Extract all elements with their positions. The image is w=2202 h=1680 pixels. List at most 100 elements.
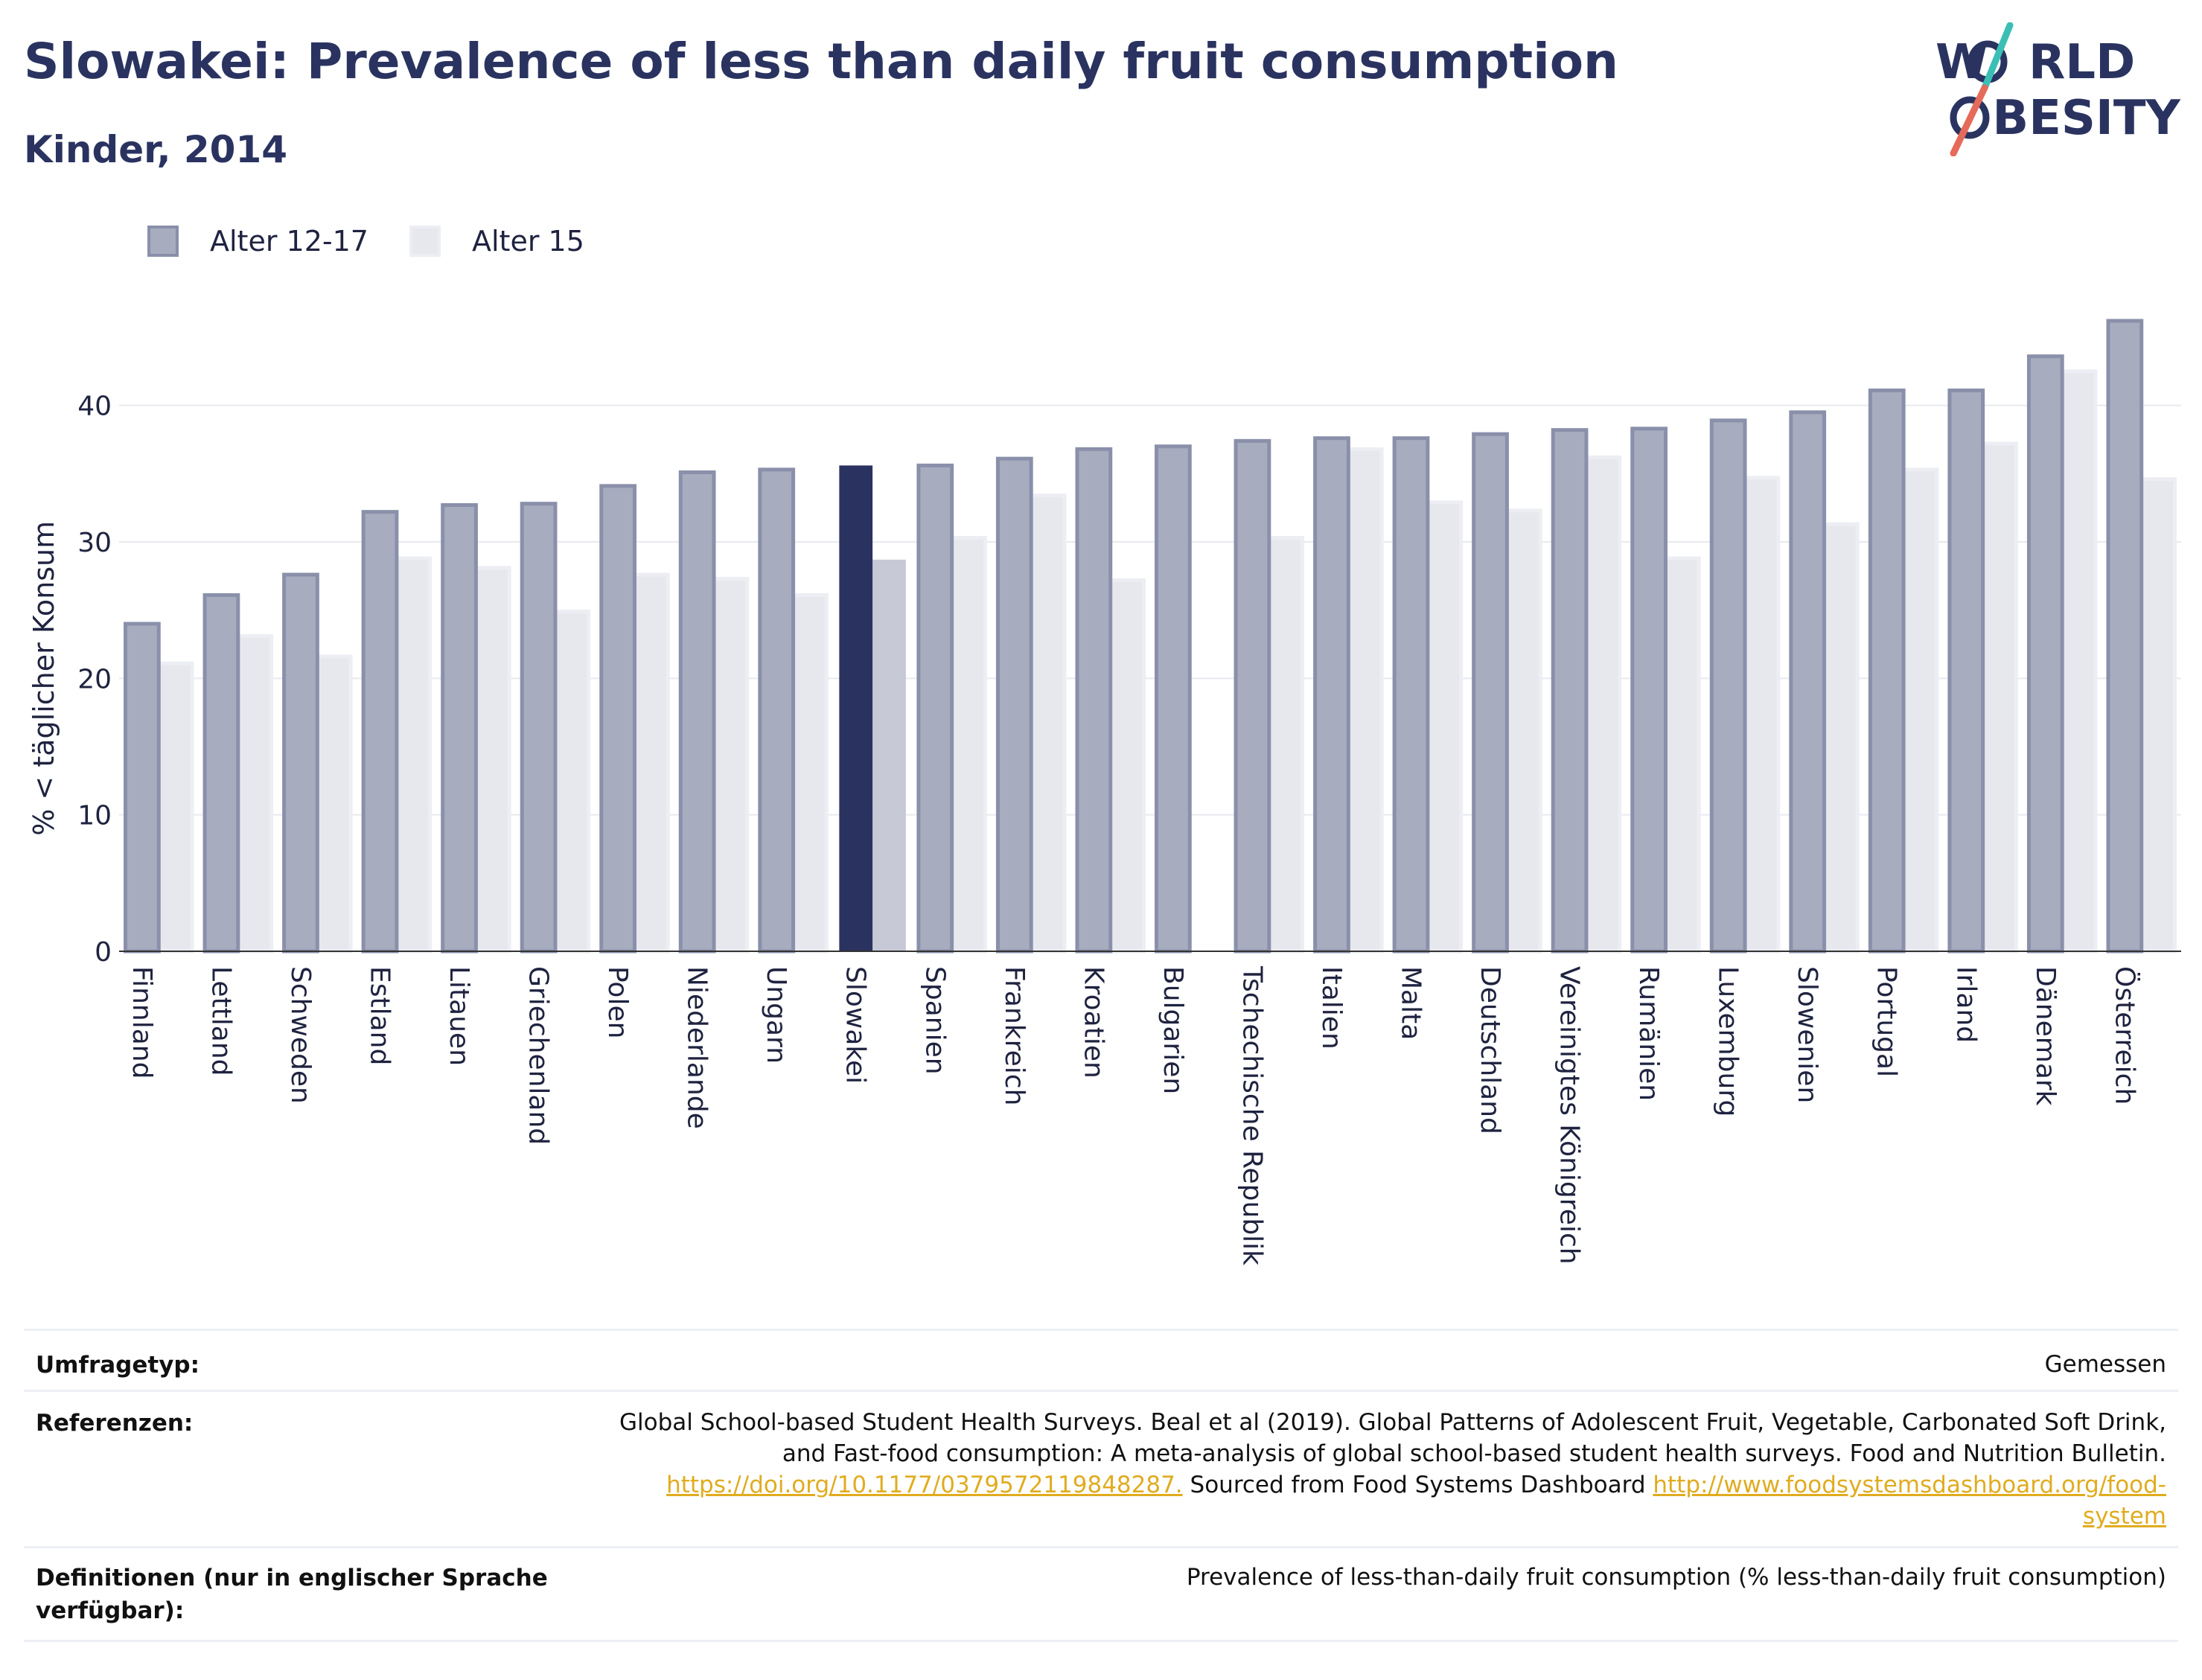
bar-alter-12-17 — [995, 456, 1033, 954]
meta-value-references: Global School-based Student Health Surve… — [619, 1407, 2166, 1532]
meta-key-line: verfügbar): — [36, 1597, 185, 1624]
bar-alter-15 — [633, 572, 670, 954]
x-tick-label: Griechenland — [523, 966, 554, 1145]
bar-alter-12-17 — [599, 484, 636, 954]
bar-alter-12-17 — [1392, 436, 1430, 954]
food-systems-link-continued[interactable]: system — [2082, 1503, 2166, 1530]
bar-alter-12-17 — [282, 572, 319, 954]
logo-text-world: WORLD — [1935, 35, 2135, 90]
reference-line: system — [619, 1501, 2166, 1532]
bar-alter-12-17 — [678, 470, 716, 954]
meta-row-definitions: Definitionen (nur in englischer Sprache … — [24, 1546, 2178, 1640]
x-tick-label: Malta — [1396, 966, 1426, 1040]
x-tick-label: Schweden — [285, 966, 316, 1104]
y-axis-label: % < täglicher Konsum — [28, 521, 60, 836]
legend-swatch-alter-12-17 — [147, 226, 179, 257]
bar-alter-12-17 — [758, 467, 796, 954]
chart-title: Slowakei: Prevalence of less than daily … — [24, 33, 1619, 90]
bar-alter-12-17 — [2026, 354, 2064, 954]
reference-line: and Fast-food consumption: A meta-analys… — [782, 1440, 2166, 1467]
bar-alter-12-17 — [916, 463, 954, 954]
bar-alter-15 — [872, 559, 906, 951]
x-tick-label: Slowakei — [840, 966, 871, 1084]
legend-item-alter-12-17[interactable]: Alter 12-17 — [147, 220, 368, 262]
bar-alter-15 — [1664, 556, 1701, 954]
bar-alter-15 — [395, 556, 433, 954]
y-tick-label: 30 — [77, 528, 112, 558]
meta-value: Gemessen — [2044, 1351, 2166, 1378]
x-tick-label: Deutschland — [1475, 966, 1505, 1134]
legend-item-alter-15[interactable]: Alter 15 — [409, 220, 584, 262]
bar-alter-12-17 — [1313, 436, 1350, 954]
bar-alter-15 — [236, 634, 274, 954]
bar-alter-15 — [1108, 578, 1146, 954]
reference-line: https://doi.org/10.1177/0379572119848287… — [619, 1469, 2166, 1501]
bar-alter-12-17 — [2106, 319, 2144, 954]
bar-alter-15 — [1822, 522, 1860, 954]
bar-alter-12-17 — [1789, 410, 1827, 954]
bar-alter-15 — [1981, 441, 2018, 954]
bar-alter-15 — [2060, 369, 2098, 954]
x-tick-label: Spanien — [919, 966, 950, 1075]
doi-link[interactable]: https://doi.org/10.1177/0379572119848287… — [666, 1472, 1183, 1498]
bar-alter-12-17 — [1709, 418, 1747, 954]
bar-alter-15 — [1743, 476, 1781, 954]
x-tick-label: Luxemburg — [1713, 966, 1743, 1117]
food-systems-link[interactable]: http://www.foodsystemsdashboard.org/food… — [1653, 1472, 2166, 1498]
y-tick-label: 10 — [77, 801, 112, 831]
legend-label: Alter 12-17 — [210, 225, 368, 258]
reference-line: Global School-based Student Health Surve… — [619, 1409, 2166, 1436]
x-tick-label: Vereinigtes Königreich — [1554, 966, 1585, 1265]
bar-alter-15 — [1267, 536, 1305, 954]
logo-o-obesity — [1950, 96, 1990, 139]
bar-alter-12-17 — [202, 593, 240, 954]
bar-alter-12-17 — [361, 510, 399, 954]
x-tick-label: Litauen — [444, 966, 474, 1066]
chart-subtitle: Kinder, 2014 — [24, 128, 288, 171]
bar-alter-15 — [315, 654, 353, 954]
x-tick-label: Dänemark — [2030, 966, 2061, 1106]
x-tick-label: Polen — [602, 966, 633, 1038]
bar-alter-12-17 — [1234, 438, 1271, 954]
bar-alter-12-17 — [441, 503, 478, 954]
meta-key: Referenzen: — [36, 1410, 194, 1437]
logo-slash-bottom — [1950, 84, 1988, 156]
x-tick-label: Slowenien — [1792, 966, 1822, 1103]
bar-alter-15 — [1504, 508, 1542, 954]
meta-key: Definitionen (nur in englischer Sprache … — [36, 1562, 548, 1627]
bar-alter-15 — [712, 577, 750, 954]
legend-label: Alter 15 — [472, 225, 584, 258]
meta-key-line: Definitionen (nur in englischer Sprache — [36, 1565, 548, 1591]
x-tick-label: Ungarn — [761, 966, 791, 1064]
bar-alter-15 — [1584, 455, 1622, 954]
meta-value: Prevalence of less-than-daily fruit cons… — [1186, 1564, 2166, 1591]
reference-text: Sourced from Food Systems Dashboard — [1182, 1472, 1653, 1498]
y-tick-label: 0 — [95, 937, 112, 968]
x-tick-label: Portugal — [1871, 966, 1902, 1077]
bar-alter-15 — [553, 610, 591, 954]
meta-row-survey-type: Umfragetyp: Gemessen — [24, 1329, 2178, 1390]
bar-alter-15 — [791, 593, 829, 954]
bar-alter-12-17 — [1075, 447, 1113, 954]
bar-alter-12-17 — [839, 465, 873, 951]
x-tick-label: Finnland — [127, 966, 157, 1079]
x-tick-label: Estland — [365, 966, 395, 1065]
meta-row-references: Referenzen: Global School-based Student … — [24, 1390, 2178, 1546]
bar-alter-12-17 — [1630, 427, 1668, 954]
y-tick-label: 40 — [77, 392, 112, 422]
meta-table-bottom-border — [24, 1640, 2178, 1642]
x-tick-label: Frankreich — [999, 966, 1030, 1105]
bar-alter-12-17 — [1155, 444, 1192, 954]
bar-alter-15 — [1029, 494, 1067, 954]
world-obesity-logo: WORLD OBESITY — [1935, 22, 2180, 156]
x-tick-label: Rumänien — [1633, 966, 1664, 1101]
logo-slash-top — [1981, 22, 2014, 92]
bar-alter-15 — [2139, 477, 2177, 954]
bar-alter-12-17 — [1551, 428, 1589, 954]
bar-alter-15 — [473, 566, 511, 954]
bar-alter-15 — [1426, 500, 1464, 954]
x-tick-label: Niederlande — [682, 966, 712, 1129]
x-tick-label: Lettland — [205, 966, 236, 1076]
x-tick-label: Kroatien — [1078, 966, 1108, 1079]
bar-alter-15 — [1346, 447, 1384, 954]
